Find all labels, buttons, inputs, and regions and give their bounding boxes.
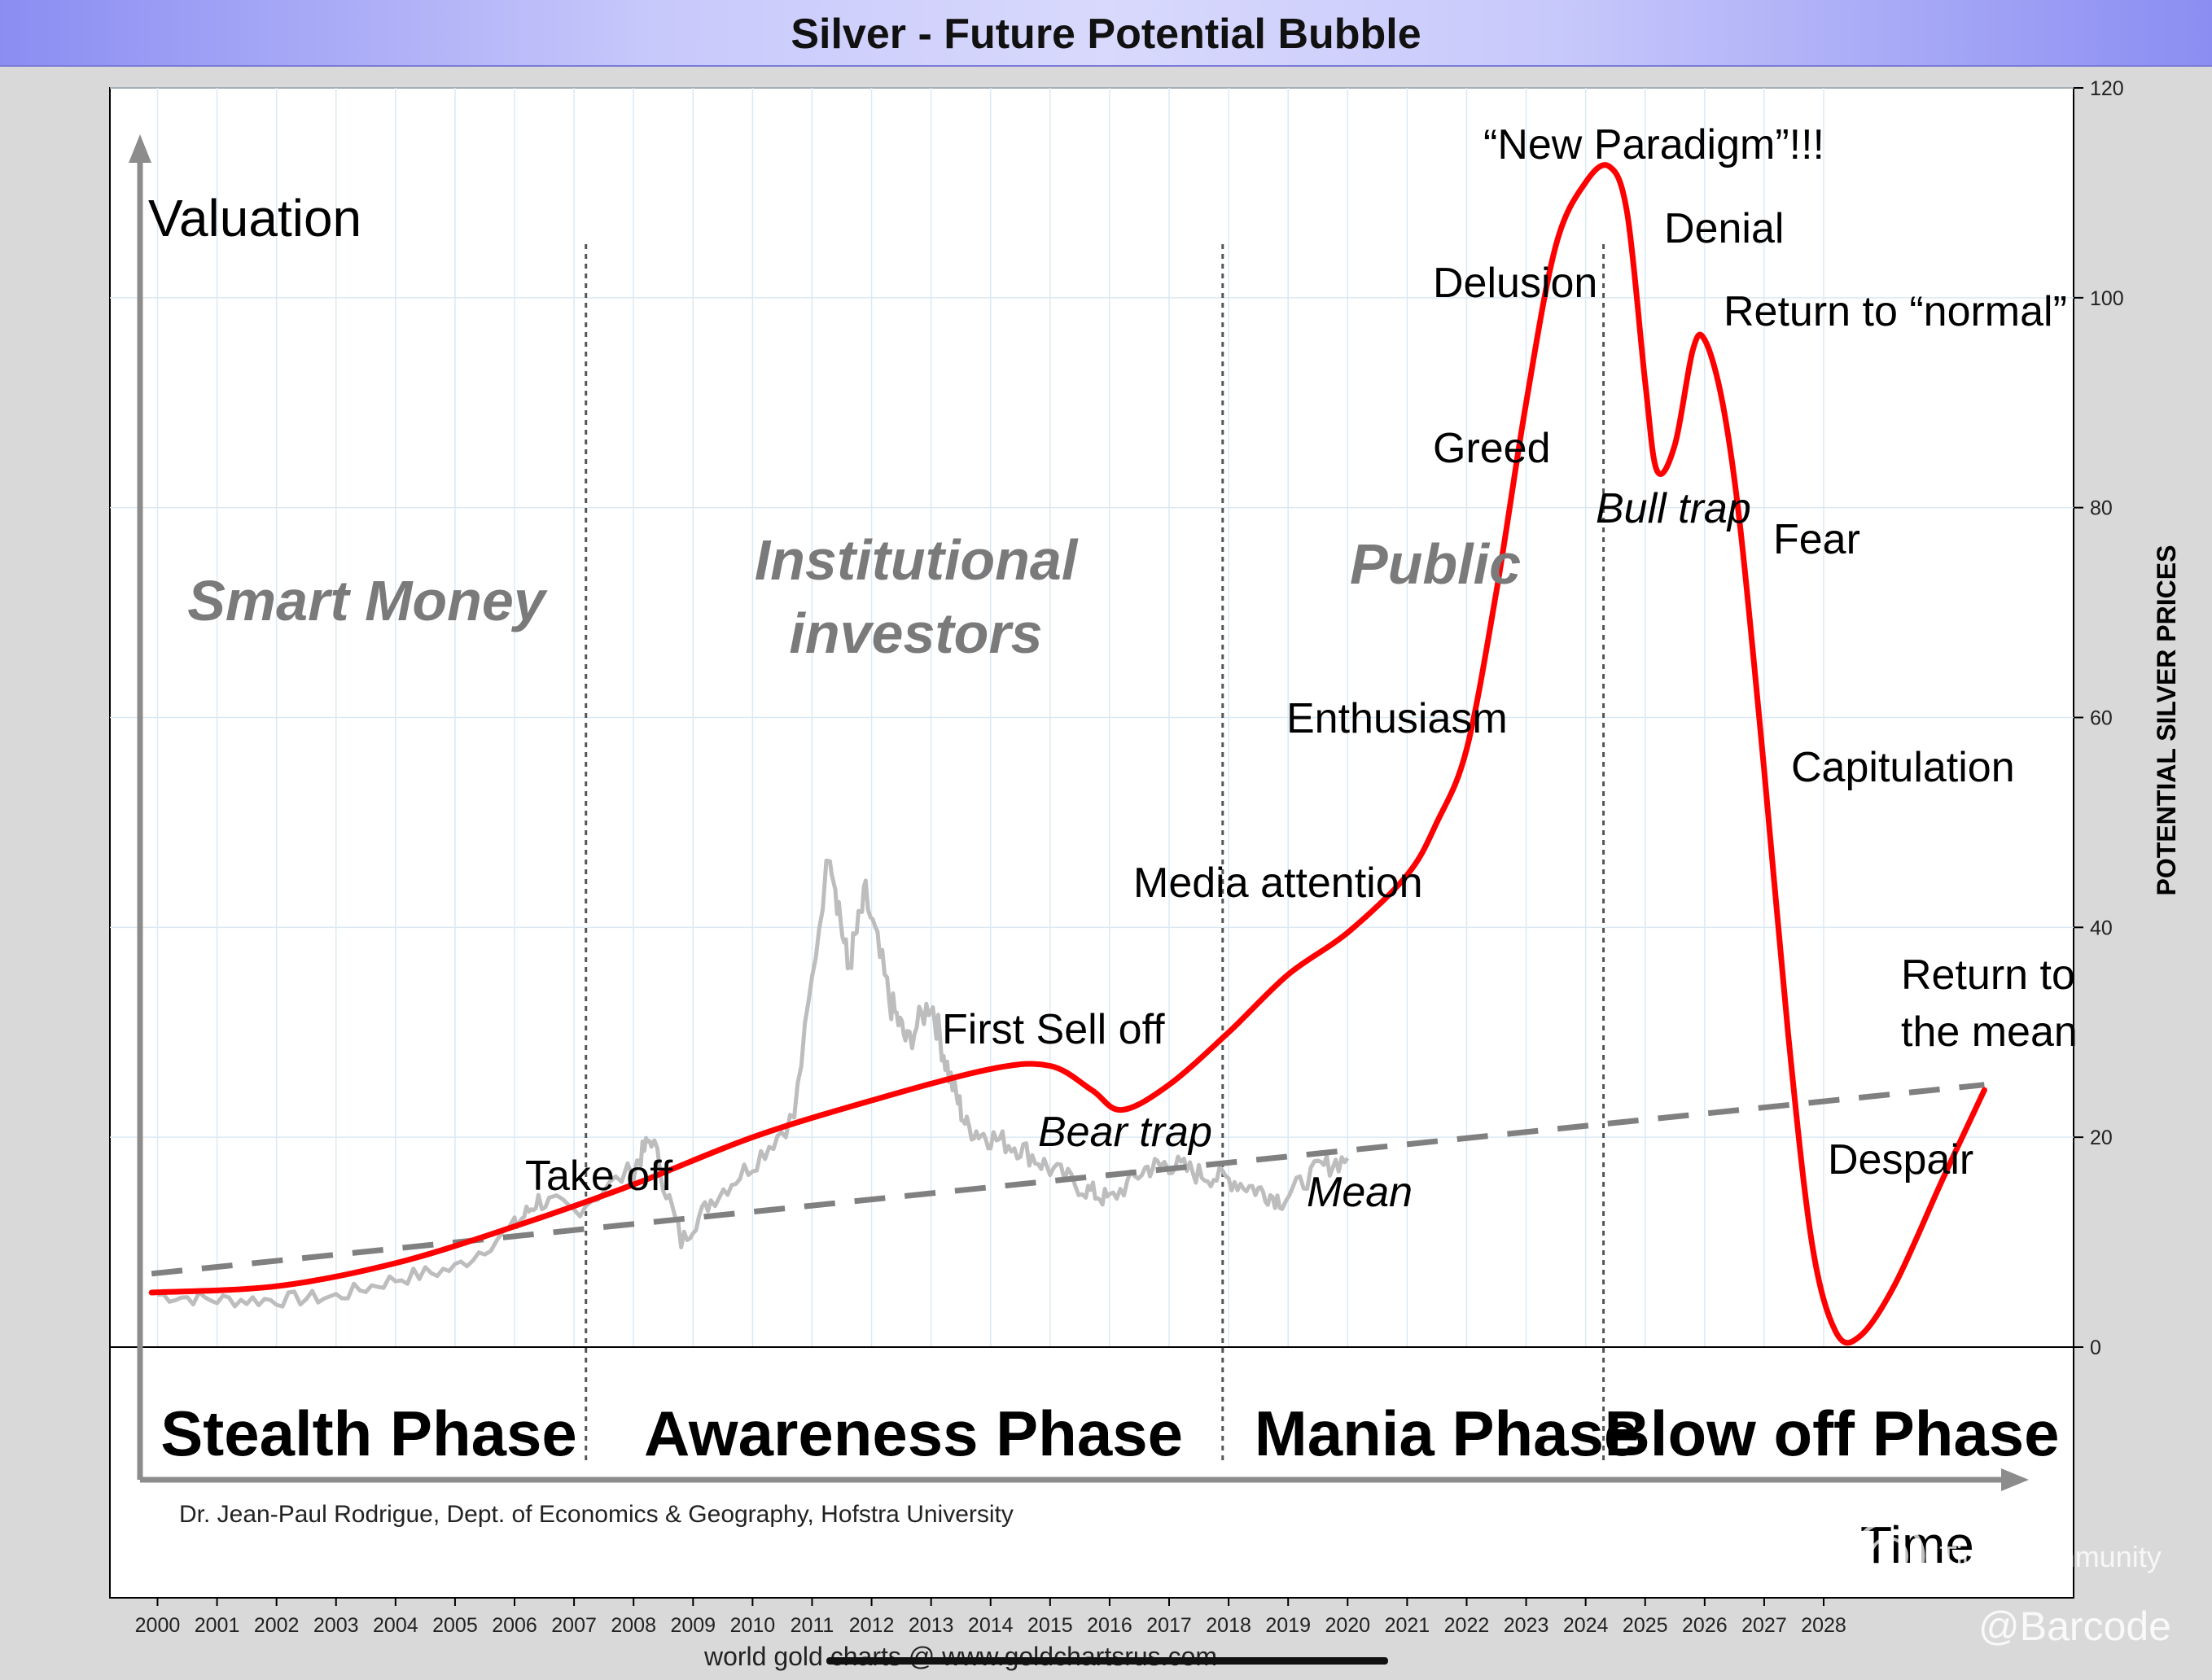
y-axis-title: POTENTIAL SILVER PRICES bbox=[2152, 545, 2181, 896]
series bbox=[148, 162, 1987, 1346]
phase-separators bbox=[585, 244, 1605, 1461]
x-tick-label: 2003 bbox=[313, 1614, 359, 1637]
x-tick-label: 2006 bbox=[492, 1614, 537, 1637]
watermark-text: Tiger Community bbox=[1939, 1540, 2162, 1573]
annotation-the-mean: the mean bbox=[1901, 1008, 2078, 1056]
x-tick-label: 2012 bbox=[849, 1614, 895, 1637]
time-arrow-icon bbox=[2001, 1468, 2029, 1491]
title-bar: Silver - Future Potential Bubble bbox=[0, 0, 2212, 67]
phase-label-mania: Mania Phase bbox=[1255, 1398, 1640, 1469]
x-tick-label: 2017 bbox=[1146, 1614, 1192, 1637]
phase-label-blowoff: Blow off Phase bbox=[1604, 1398, 2059, 1469]
x-tick-label: 2005 bbox=[432, 1614, 478, 1637]
plot-frame bbox=[109, 87, 2074, 1599]
x-tick-label: 2002 bbox=[254, 1614, 300, 1637]
grid bbox=[110, 87, 2074, 1347]
x-tick-label: 2023 bbox=[1504, 1614, 1549, 1637]
annotation-return-to-normal: Return to “normal” bbox=[1724, 288, 2067, 335]
annotation-greed: Greed bbox=[1433, 425, 1551, 472]
y-tick-label: 80 bbox=[2090, 497, 2113, 520]
x-tick-label: 2004 bbox=[373, 1614, 418, 1637]
credit-text: Dr. Jean-Paul Rodrigue, Dept. of Economi… bbox=[179, 1501, 1014, 1528]
x-tick-label: 2028 bbox=[1801, 1614, 1846, 1637]
source-underline bbox=[826, 1657, 1388, 1665]
annotation-bull-trap: Bull trap bbox=[1596, 485, 1751, 532]
x-tick-label: 2021 bbox=[1385, 1614, 1430, 1637]
annotation-fear: Fear bbox=[1773, 516, 1860, 563]
phase-label-awareness: Awareness Phase bbox=[644, 1398, 1183, 1469]
phase-label-stealth: Stealth Phase bbox=[160, 1398, 577, 1469]
annotation-media-attention: Media attention bbox=[1133, 860, 1423, 907]
y-tick-label: 20 bbox=[2090, 1127, 2113, 1149]
x-tick-label: 2007 bbox=[551, 1614, 597, 1637]
annotation-despair: Despair bbox=[1828, 1136, 1973, 1183]
watermark-logo-icon bbox=[1852, 1520, 1925, 1593]
source-text: world gold charts @ www.goldchartsrus.co… bbox=[703, 1642, 1217, 1671]
annotation-new-paradigm: “New Paradigm”!!! bbox=[1483, 121, 1824, 168]
annotation-bear-trap: Bear trap bbox=[1038, 1109, 1212, 1156]
handle-text: @Barcode bbox=[1978, 1603, 2171, 1649]
mean-trend-line bbox=[151, 1082, 1985, 1277]
y-tick-label: 0 bbox=[2090, 1337, 2101, 1359]
group-smart-money: Smart Money bbox=[187, 569, 548, 632]
x-tick-label: 2022 bbox=[1444, 1614, 1490, 1637]
x-tick-label: 2018 bbox=[1206, 1614, 1251, 1637]
x-tick-label: 2020 bbox=[1325, 1614, 1370, 1637]
annotation-denial: Denial bbox=[1664, 205, 1784, 252]
x-tick-label: 2014 bbox=[968, 1614, 1014, 1637]
x-tick-label: 2010 bbox=[730, 1614, 776, 1637]
y-tick-label: 60 bbox=[2090, 707, 2113, 730]
group-public: Public bbox=[1350, 532, 1521, 596]
x-tick-label: 2000 bbox=[135, 1614, 181, 1637]
x-tick-label: 2026 bbox=[1682, 1614, 1728, 1637]
watermark-logo-inner-icon bbox=[1869, 1537, 1908, 1576]
bubble-curve-line bbox=[148, 162, 1987, 1346]
annotation-enthusiasm: Enthusiasm bbox=[1286, 695, 1508, 742]
x-tick-label: 2027 bbox=[1741, 1614, 1787, 1637]
group-institutional: Institutional bbox=[755, 528, 1079, 592]
x-tick-label: 2011 bbox=[791, 1614, 834, 1637]
x-tick-label: 2024 bbox=[1563, 1614, 1609, 1637]
valuation-label: Valuation bbox=[148, 189, 361, 247]
y-tick-label: 120 bbox=[2090, 77, 2124, 100]
x-tick-label: 2016 bbox=[1087, 1614, 1132, 1637]
axis-ticks: 2000 2001 2002 2003 2004 2005 2006 2007 2008 2009… bbox=[135, 77, 2124, 1637]
x-tick-label: 2025 bbox=[1623, 1614, 1668, 1637]
y-tick-label: 40 bbox=[2090, 917, 2113, 939]
group-investors: investors bbox=[789, 602, 1042, 665]
annotation-delusion: Delusion bbox=[1433, 260, 1597, 307]
x-tick-label: 2001 bbox=[195, 1614, 240, 1637]
annotation-mean: Mean bbox=[1307, 1169, 1413, 1216]
chart-title: Silver - Future Potential Bubble bbox=[791, 11, 1421, 58]
annotation-capitulation: Capitulation bbox=[1791, 744, 2015, 791]
x-tick-label: 2019 bbox=[1265, 1614, 1311, 1637]
x-tick-label: 2015 bbox=[1027, 1614, 1073, 1637]
annotation-take-off: Take off bbox=[525, 1153, 673, 1200]
x-tick-label: 2008 bbox=[611, 1614, 656, 1637]
x-tick-label: 2013 bbox=[909, 1614, 954, 1637]
x-tick-label: 2009 bbox=[670, 1614, 716, 1637]
annotation-return-to: Return to bbox=[1901, 952, 2075, 999]
y-tick-label: 100 bbox=[2090, 287, 2124, 310]
annotation-first-sell-off: First Sell off bbox=[942, 1006, 1165, 1053]
valuation-arrow-icon bbox=[129, 134, 151, 163]
